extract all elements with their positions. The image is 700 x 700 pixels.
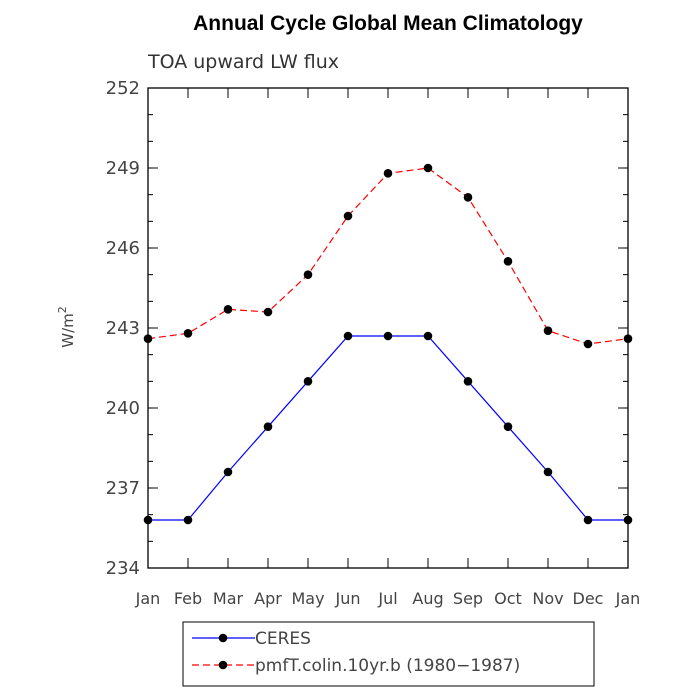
x-tick-label: May [291,589,324,608]
y-axis-label-sup: 2 [56,306,69,313]
legend-swatch-marker [218,660,228,670]
data-point [463,377,473,386]
data-point [583,339,593,349]
data-point [423,331,433,341]
data-point [623,334,633,343]
data-point [183,329,193,338]
y-tick-label: 249 [106,158,140,179]
data-point [383,169,393,178]
data-point [143,515,153,525]
y-axis-label: W/m2 [56,306,77,348]
legend-swatch-marker [218,633,228,643]
x-tick-label: Jun [335,589,361,608]
y-tick-label: 240 [106,398,140,419]
y-tick-label: 243 [106,318,140,339]
series-2 [143,163,633,349]
y-tick-label: 246 [106,238,140,259]
x-tick-label: Mar [213,589,244,608]
x-tick-label: Sep [453,589,483,608]
series-1 [143,331,633,525]
data-point [303,270,313,279]
plot-axes: 234 237 240 243 246 249 252 Jan Feb Mar Apr May Jun J… [106,78,641,608]
x-tick-label: Aug [412,589,443,608]
x-tick-label: Jul [377,589,397,608]
x-tick-label: Nov [532,589,563,608]
data-point [423,163,433,173]
data-point [463,193,473,202]
series-line [148,335,628,521]
x-tick-label: Feb [174,589,202,608]
data-point [223,467,233,477]
x-tick-label: Jan [135,589,161,608]
legend-box [182,621,595,687]
series-line [147,167,629,345]
data-point [263,307,273,317]
data-point [143,334,153,343]
data-point [543,467,553,477]
series-layer [143,163,633,525]
legend-label: pmfT.colin.10yr.b (1980−1987) [255,656,520,676]
data-point [383,331,393,341]
data-point [343,211,353,221]
y-tick-label: 237 [106,478,140,499]
legend-label: CERES [255,629,311,649]
data-point [503,257,513,266]
x-tick-label: Oct [494,589,522,608]
x-tick-label: Dec [573,589,604,608]
legend: CERES pmfT.colin.10yr.b (1980−1987) [182,621,595,687]
data-point [263,422,273,431]
y-tick-label: 234 [106,558,140,579]
data-point [183,515,193,525]
data-point [543,326,553,335]
chart-subtitle: TOA upward LW flux [147,51,339,73]
data-point [583,515,593,525]
plot-frame [147,87,629,569]
data-point [303,377,313,386]
chart-title: Annual Cycle Global Mean Climatology [193,12,583,35]
x-tick-label: Apr [254,589,282,608]
y-tick-label: 252 [106,78,140,99]
data-point [343,331,353,341]
data-point [623,515,633,525]
data-point [223,305,233,314]
x-tick-label: Jan [615,589,641,608]
data-point [503,422,513,431]
y-axis-label-base: W/m [59,313,77,348]
